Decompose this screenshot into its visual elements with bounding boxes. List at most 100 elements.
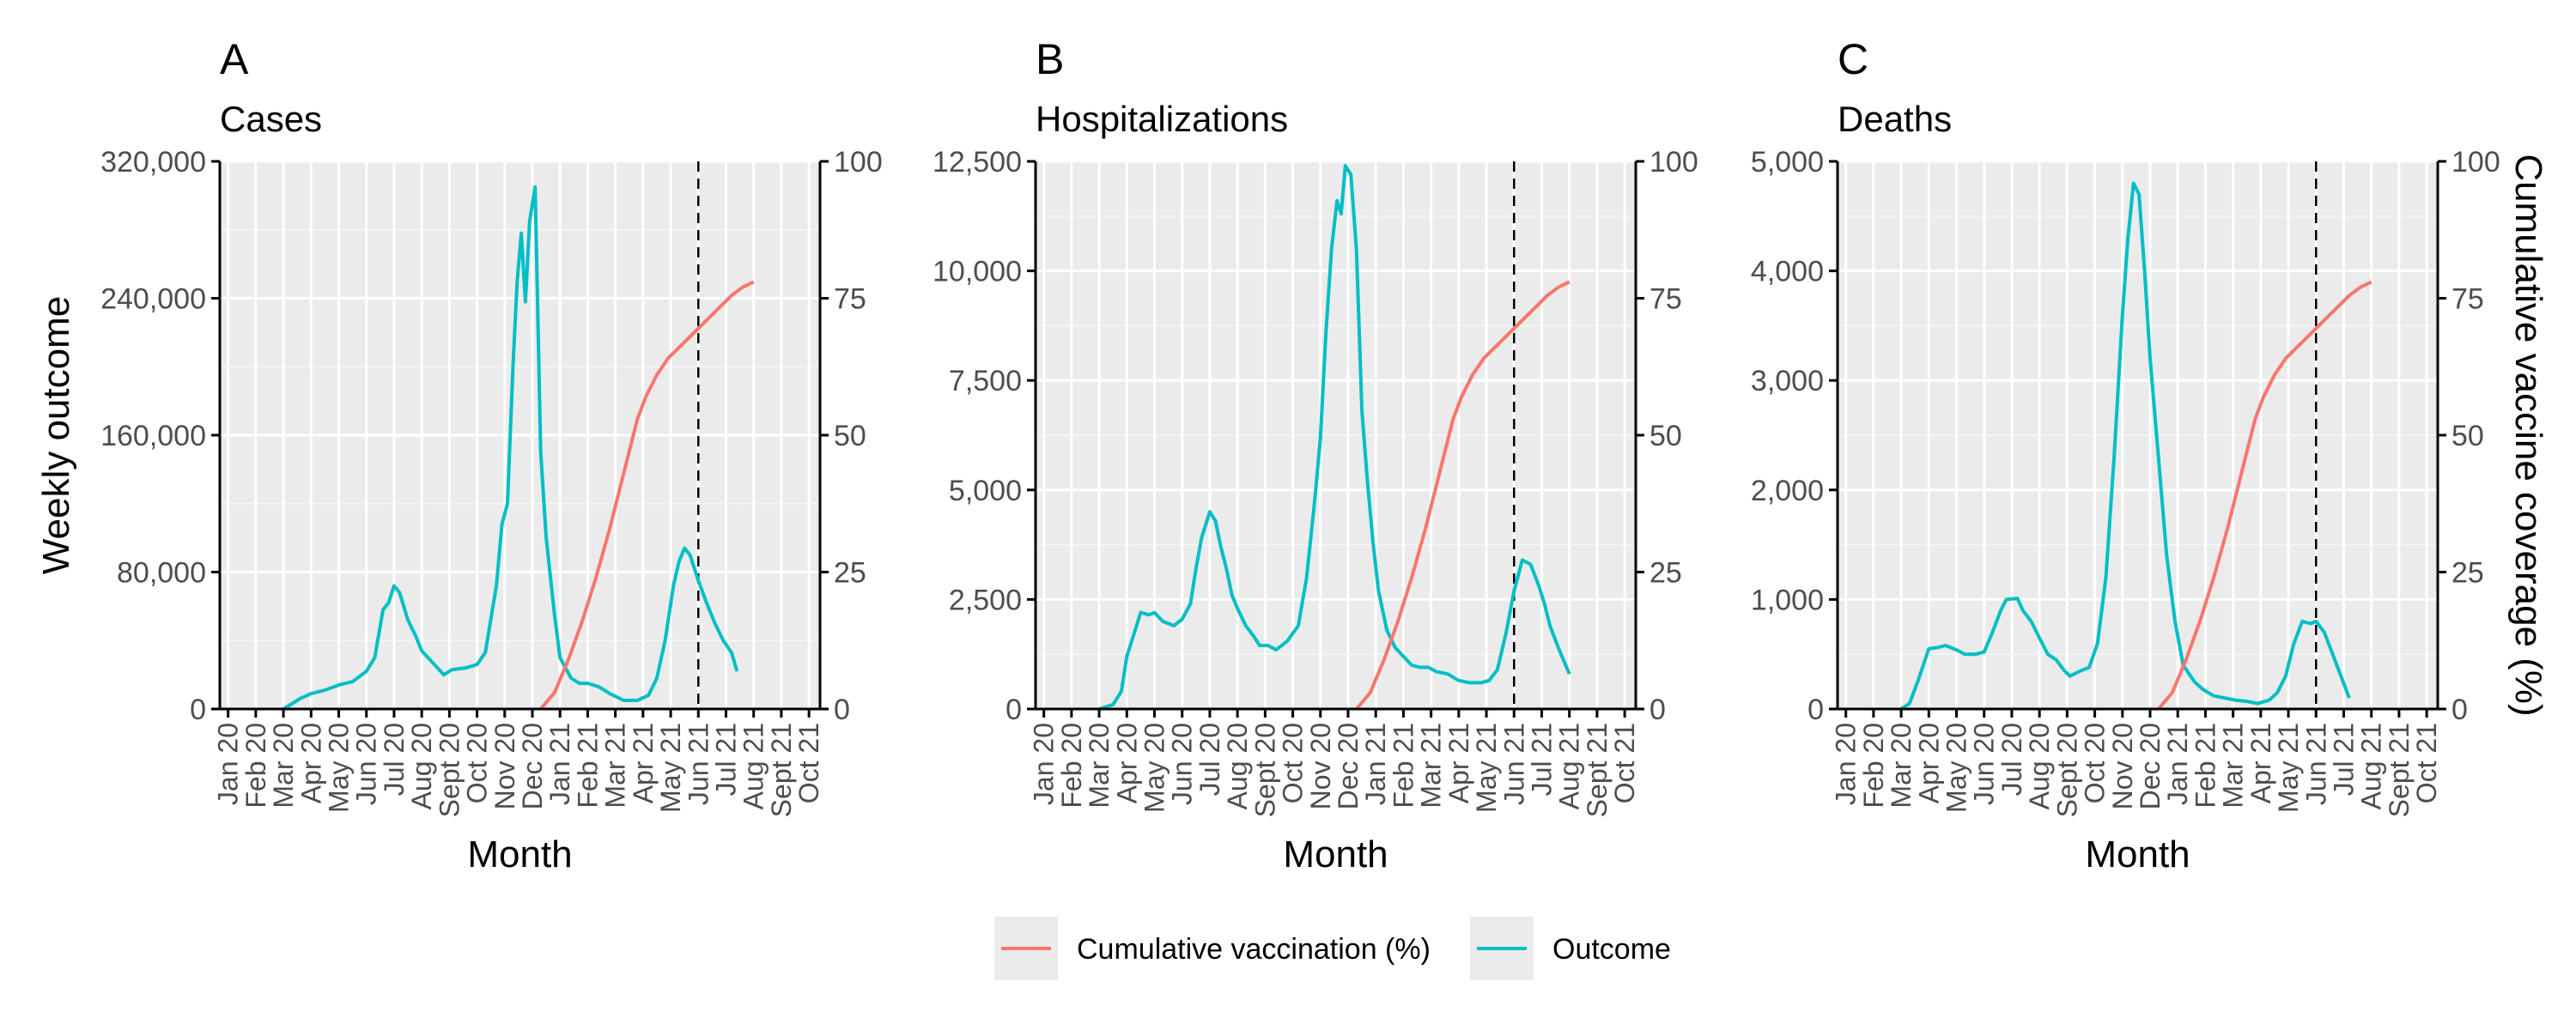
panel-letter: B [1036, 35, 1064, 83]
x-tick-label: Jan 21 [1360, 723, 1391, 805]
series-line-vaccination [2157, 280, 2372, 711]
x-tick-label: Apr 21 [2245, 723, 2276, 803]
x-axis-title: Month [1283, 833, 1388, 876]
x-tick-label: Sept 21 [2384, 723, 2415, 817]
x-tick-label: Jan 21 [2162, 723, 2193, 805]
legend-label: Cumulative vaccination (%) [1077, 933, 1431, 966]
x-tick-label: Apr 20 [295, 723, 326, 803]
x-axis-title: Month [467, 833, 572, 876]
x-tick-label: Sept 20 [2051, 723, 2082, 817]
y2-tick-label: 0 [1649, 694, 1666, 726]
x-tick-label: May 20 [324, 723, 355, 813]
x-tick-label: Jan 20 [1831, 723, 1862, 805]
y2-tick-label: 100 [834, 146, 883, 179]
panel-subtitle: Deaths [1838, 99, 1952, 139]
x-tick-label: Nov 20 [2107, 723, 2138, 809]
x-tick-label: Apr 21 [1443, 723, 1474, 803]
y-tick-label: 0 [190, 694, 206, 726]
x-tick-label: Sept 21 [766, 723, 797, 817]
x-tick-label: Dec 20 [1333, 723, 1364, 809]
series-line-outcome [283, 185, 739, 711]
x-tick-label: Aug 21 [2356, 723, 2387, 809]
x-tick-label: Mar 20 [1886, 723, 1917, 809]
x-tick-label: Nov 20 [489, 723, 520, 809]
x-tick-label: Aug 20 [406, 723, 437, 809]
x-tick-label: Mar 21 [600, 723, 631, 809]
panel-letter: A [220, 35, 249, 83]
series-line-vaccination [1355, 280, 1571, 711]
x-axis-title: Month [2085, 833, 2190, 876]
y-tick-label: 5,000 [1751, 146, 1824, 179]
x-tick-label: Oct 21 [1609, 723, 1640, 803]
x-tick-label: Jul 21 [2328, 723, 2359, 796]
x-tick-label: Oct 20 [2080, 723, 2111, 803]
x-tick-label: Dec 20 [517, 723, 548, 809]
legend-item-vaccination: Cumulative vaccination (%) [994, 917, 1431, 980]
y-tick-label: 2,500 [949, 584, 1022, 616]
x-tick-label: Jun 21 [1498, 723, 1529, 805]
y2-tick-label: 25 [2451, 557, 2484, 590]
x-tick-label: Aug 21 [738, 723, 769, 809]
x-tick-label: Aug 21 [1554, 723, 1585, 809]
x-tick-label: Apr 21 [628, 723, 659, 803]
series-line-outcome [1899, 181, 2351, 711]
x-tick-label: Jul 20 [1194, 723, 1225, 796]
chart-panel-a: 0 80,000 160,000 240,000 320,000 0 25 50 75 100 Ja… [35, 35, 883, 876]
x-tick-label: Mar 21 [2218, 723, 2249, 809]
x-tick-label: Nov 20 [1305, 723, 1336, 809]
x-tick-label: May 20 [1139, 723, 1170, 813]
x-tick-label: Oct 20 [462, 723, 493, 803]
y2-tick-label: 50 [834, 420, 866, 452]
y2-tick-label: 75 [1649, 283, 1682, 316]
y-tick-label: 160,000 [100, 420, 206, 452]
y-tick-label: 7,500 [949, 365, 1022, 397]
y2-tick-label: 25 [834, 557, 866, 590]
x-tick-label: Jun 20 [1969, 723, 2000, 805]
x-tick-label: Jul 21 [710, 723, 741, 796]
y-tick-label: 80,000 [117, 557, 206, 590]
x-tick-label: Oct 21 [793, 723, 824, 803]
x-tick-label: Sept 20 [434, 723, 465, 817]
y-axis-title: Weekly outcome [35, 296, 77, 574]
y-tick-label: 12,500 [933, 146, 1022, 179]
x-tick-label: Jul 21 [1526, 723, 1557, 796]
y2-tick-label: 0 [834, 694, 850, 726]
x-tick-label: Feb 20 [1858, 723, 1889, 809]
x-tick-label: Jun 21 [683, 723, 714, 805]
x-tick-label: Jun 20 [1167, 723, 1198, 805]
panel-subtitle: Cases [220, 99, 322, 139]
x-tick-label: Mar 20 [1084, 723, 1115, 809]
panels: 0 80,000 160,000 240,000 320,000 0 25 50 75 100 Ja… [35, 35, 2549, 876]
y-tick-label: 320,000 [100, 146, 206, 179]
chart-panel-b: 0 2,500 5,000 7,500 10,000 12,500 0 25 50 75 100 Ja… [933, 35, 1698, 876]
x-tick-label: May 21 [2273, 723, 2304, 813]
x-tick-label: Aug 20 [1222, 723, 1253, 809]
x-tick-label: Feb 21 [2190, 723, 2221, 809]
legend-label: Outcome [1552, 933, 1671, 966]
x-tick-label: Apr 20 [1111, 723, 1142, 803]
x-tick-label: Aug 20 [2024, 723, 2055, 809]
y-tick-label: 5,000 [949, 475, 1022, 507]
y2-tick-label: 100 [2451, 146, 2500, 179]
y-tick-label: 0 [1005, 694, 1022, 726]
y-tick-label: 10,000 [933, 256, 1022, 288]
panel-subtitle: Hospitalizations [1036, 99, 1288, 139]
x-tick-label: May 21 [1471, 723, 1502, 813]
y2-tick-label: 25 [1649, 557, 1682, 590]
x-tick-label: Feb 20 [1056, 723, 1087, 809]
x-tick-label: Oct 20 [1278, 723, 1309, 803]
x-tick-label: Jan 20 [1029, 723, 1060, 805]
y-tick-label: 0 [1807, 694, 1824, 726]
chart-panel-c: 0 1,000 2,000 3,000 4,000 5,000 0 25 50 75 100 Jan … [1751, 35, 2549, 876]
y2-axis-title: Cumulative vaccine coverage (%) [2507, 154, 2549, 716]
series-line-vaccination [539, 280, 755, 711]
legend: Cumulative vaccination (%) Outcome [994, 917, 1671, 980]
x-tick-label: May 20 [1941, 723, 1972, 813]
y2-tick-label: 100 [1649, 146, 1698, 179]
y-tick-label: 1,000 [1751, 584, 1824, 616]
y-tick-label: 3,000 [1751, 365, 1824, 397]
x-tick-label: Jul 20 [1996, 723, 2027, 796]
y-tick-label: 2,000 [1751, 475, 1824, 507]
y2-tick-label: 50 [2451, 420, 2484, 452]
x-tick-label: Jul 20 [379, 723, 410, 796]
